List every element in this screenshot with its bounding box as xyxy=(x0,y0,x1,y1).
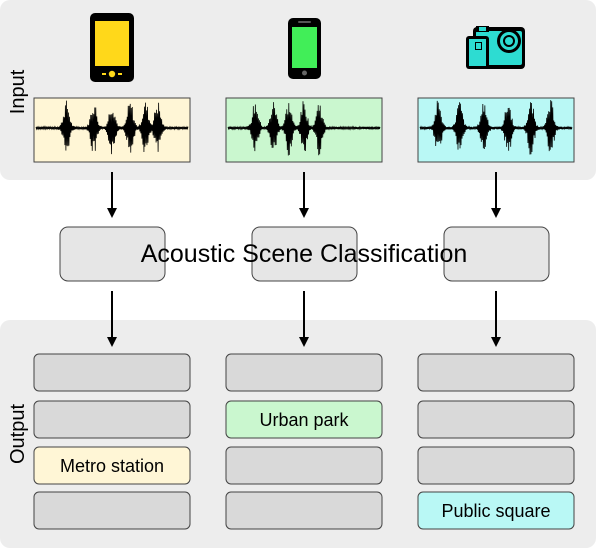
classifier-label: Acoustic Scene Classification xyxy=(141,240,468,268)
output-slot xyxy=(225,491,383,530)
action-camera-icon xyxy=(466,26,525,69)
output-slot xyxy=(417,400,575,439)
classifier-box xyxy=(443,226,550,282)
output-slots: Metro station Urban park Public square xyxy=(33,353,575,530)
output-slot xyxy=(225,353,383,392)
output-slot-active xyxy=(225,400,383,439)
output-slot xyxy=(417,446,575,485)
output-label-text: Public square xyxy=(441,501,550,521)
output-slot xyxy=(33,491,191,530)
output-slot xyxy=(33,353,191,392)
output-label-text: Metro station xyxy=(60,456,164,476)
smartphone-icon xyxy=(90,13,134,82)
output-label-text: Urban park xyxy=(259,410,349,430)
output-slot-active xyxy=(417,491,575,530)
output-slot-active xyxy=(33,446,191,485)
output-slot xyxy=(33,400,191,439)
classifier-box xyxy=(59,226,166,282)
output-label: Output xyxy=(7,404,29,464)
waveform-icon xyxy=(419,100,573,155)
smartphone-icon xyxy=(288,18,321,79)
input-label: Input xyxy=(7,69,29,114)
output-slot xyxy=(417,353,575,392)
classifier-box xyxy=(251,226,358,282)
waveform-icon xyxy=(227,101,381,156)
waveform-icon xyxy=(35,100,189,155)
output-slot xyxy=(225,446,383,485)
